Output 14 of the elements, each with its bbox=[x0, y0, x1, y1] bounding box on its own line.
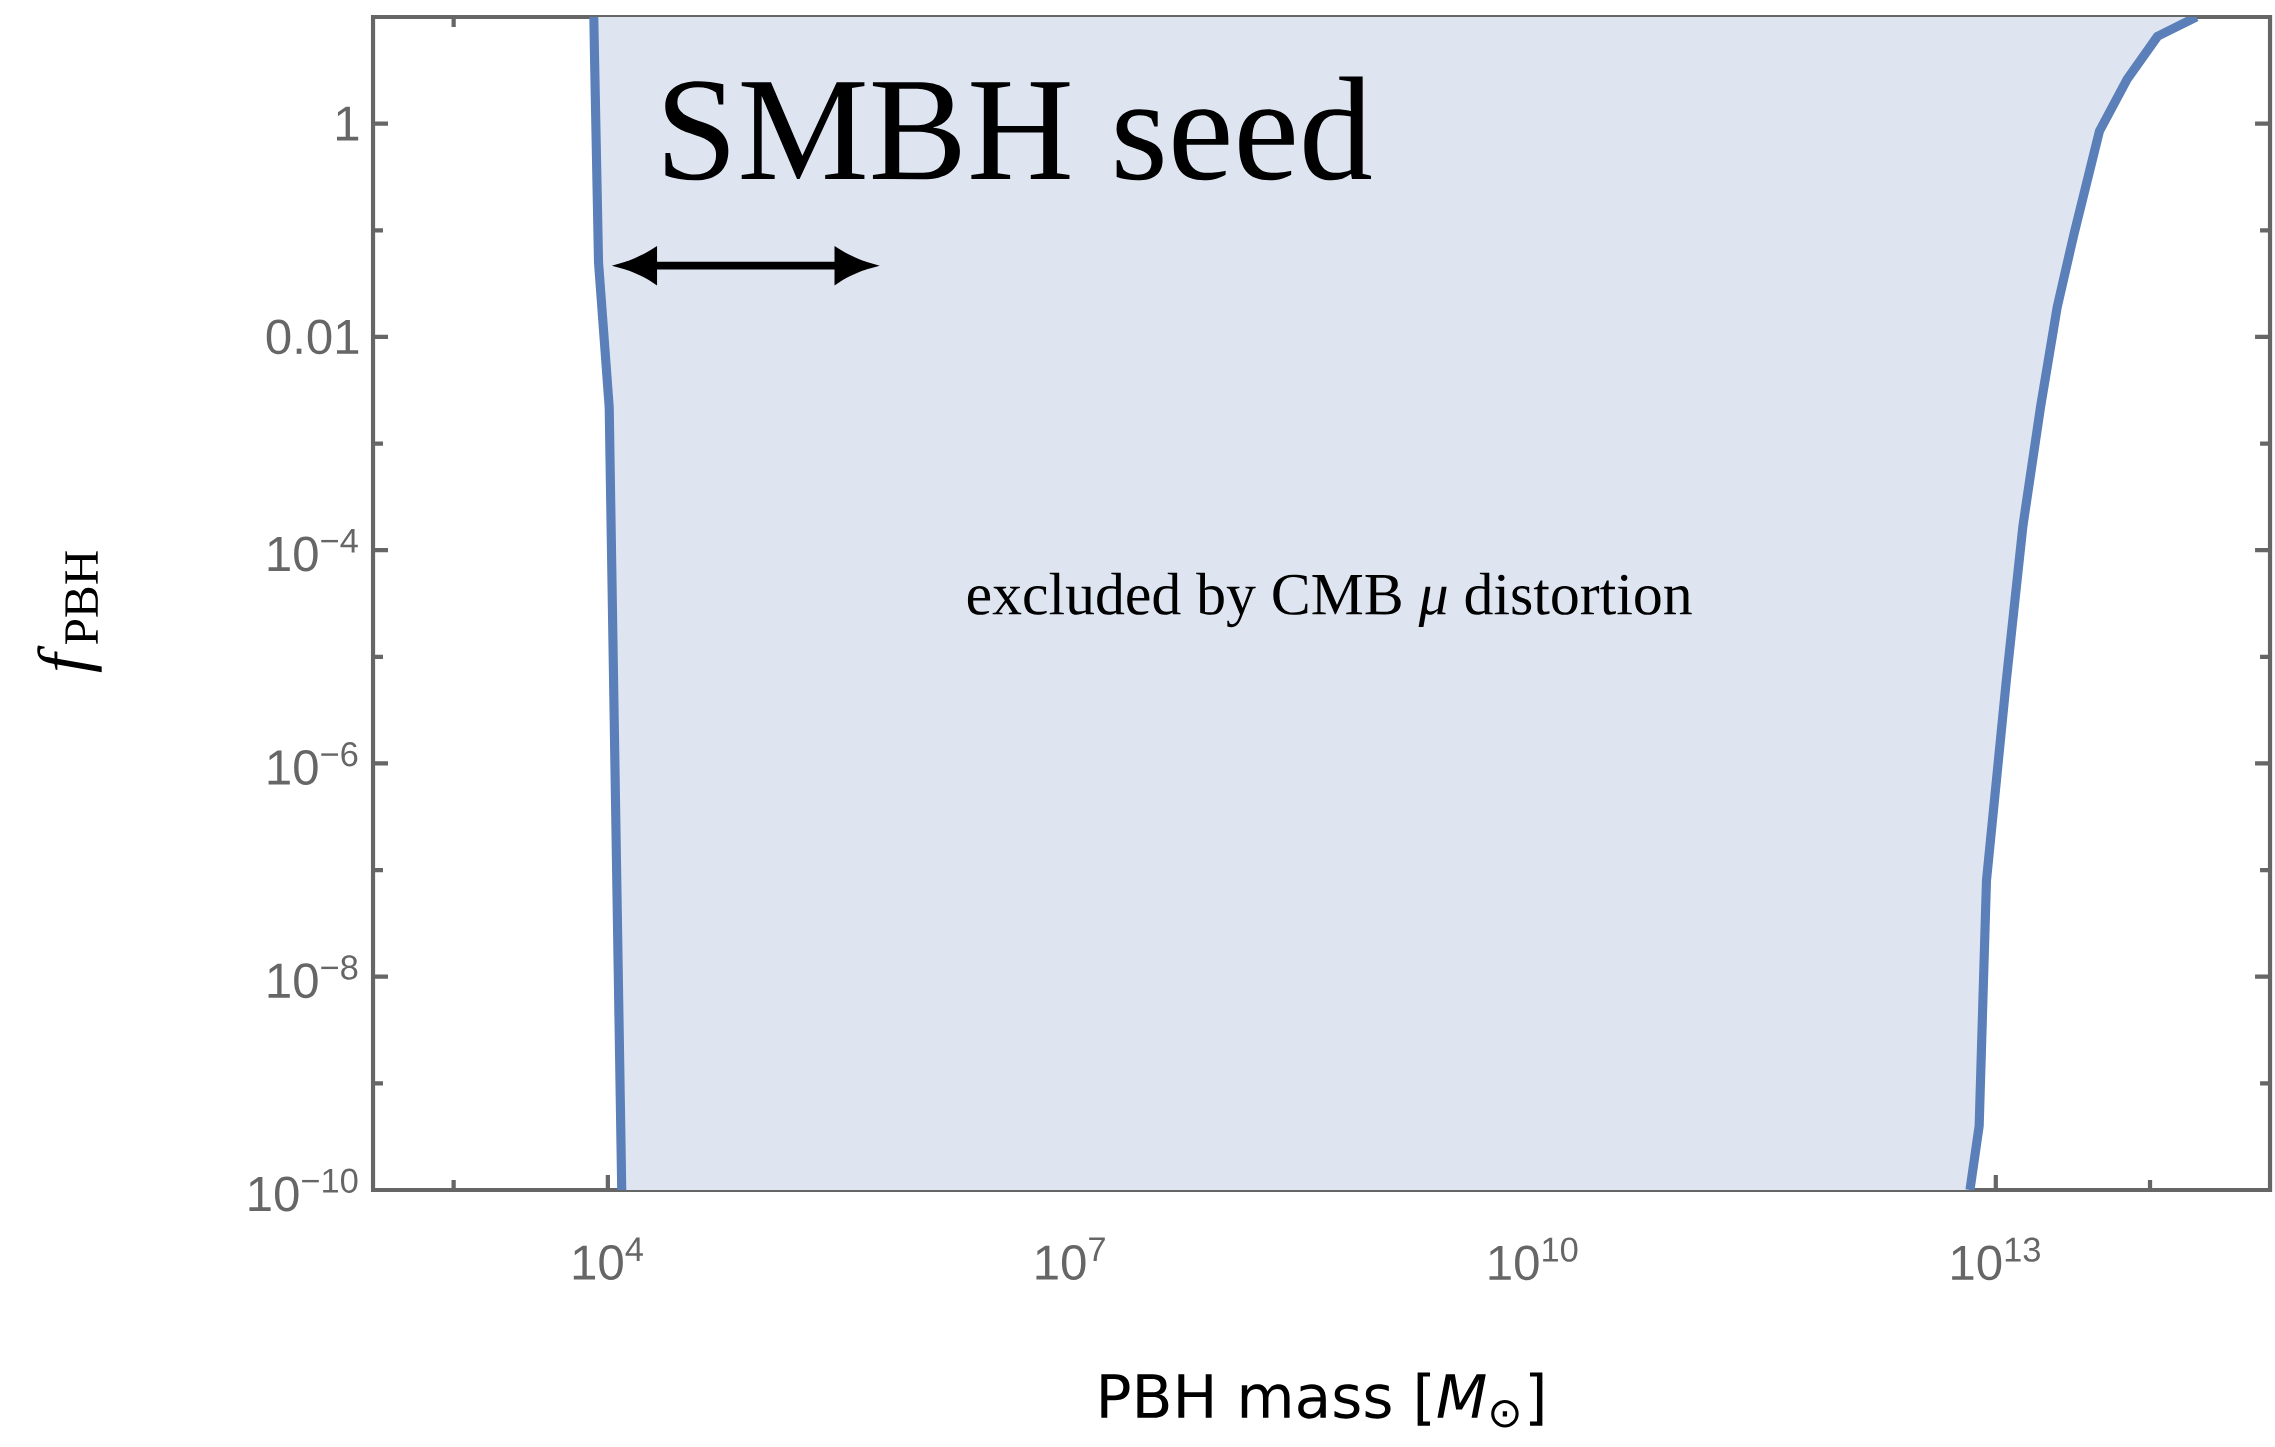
y-axis-title: f$_{PBH}$ bbox=[37, 551, 102, 673]
x-tick-label: 10$^{7}$ bbox=[1036, 1237, 1105, 1280]
x-axis-title: PBH mass [M$_{⊙}$] bbox=[1101, 1372, 1543, 1428]
annotation: SMBH seed bbox=[665, 76, 1371, 181]
x-tick-label: 10$^{10}$ bbox=[1489, 1237, 1578, 1281]
y-tick-label: 1 bbox=[336, 106, 359, 141]
y-tick-label: 10$^{−10}$ bbox=[249, 1168, 358, 1212]
x-tick-label: 10$^{4}$ bbox=[573, 1237, 643, 1280]
y-tick-label: 10$^{−8}$ bbox=[268, 955, 358, 999]
y-tick-label: 10$^{−4}$ bbox=[268, 528, 358, 572]
x-tick-label: 10$^{13}$ bbox=[1952, 1237, 2040, 1281]
annotation: excluded by CMB μ distortion bbox=[967, 572, 1692, 628]
y-tick-label: 10$^{−6}$ bbox=[268, 742, 358, 785]
y-tick-label: 0.01 bbox=[266, 319, 359, 355]
